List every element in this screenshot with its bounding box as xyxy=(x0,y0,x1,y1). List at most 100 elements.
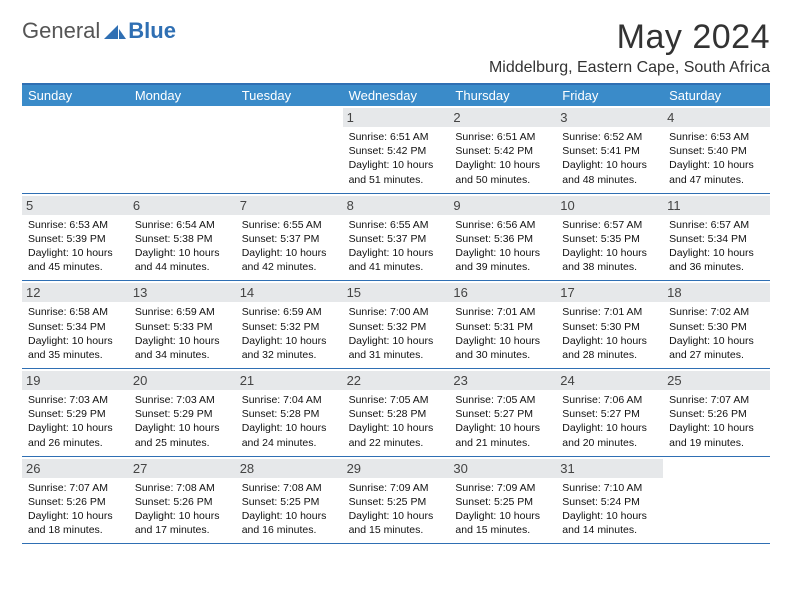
day-number: 28 xyxy=(236,459,343,478)
weekday-head: Thursday xyxy=(449,85,556,106)
day-info-line: Sunrise: 6:57 AM xyxy=(669,218,764,232)
day-info-line: Sunrise: 7:08 AM xyxy=(242,481,337,495)
day-cell: 16 Sunrise: 7:01 AMSunset: 5:31 PMDayligh… xyxy=(449,281,556,368)
logo: General Blue xyxy=(22,18,176,44)
day-info-line: and 38 minutes. xyxy=(562,260,657,274)
day-info-line: Sunset: 5:25 PM xyxy=(455,495,550,509)
day-cell: 31 Sunrise: 7:10 AMSunset: 5:24 PMDayligh… xyxy=(556,457,663,544)
day-number xyxy=(236,108,343,112)
day-info-line: Sunrise: 7:03 AM xyxy=(28,393,123,407)
day-info: Sunrise: 7:07 AMSunset: 5:26 PMDaylight:… xyxy=(28,481,123,538)
day-info-line: Sunset: 5:25 PM xyxy=(349,495,444,509)
day-info-line: Sunset: 5:31 PM xyxy=(455,320,550,334)
day-info-line: Sunrise: 7:06 AM xyxy=(562,393,657,407)
day-cell: 24Sunrise: 7:06 AMSunset: 5:27 PMDayligh… xyxy=(556,369,663,456)
day-number: 20 xyxy=(129,371,236,390)
day-info-line: Daylight: 10 hours xyxy=(135,334,230,348)
day-cell: 9Sunrise: 6:56 AMSunset: 5:36 PMDaylight… xyxy=(449,194,556,281)
day-info-line: and 26 minutes. xyxy=(28,436,123,450)
day-cell: 5Sunrise: 6:53 AMSunset: 5:39 PMDaylight… xyxy=(22,194,129,281)
week-row: 12 Sunrise: 6:58 AMSunset: 5:34 PM Dayligh… xyxy=(22,281,770,369)
day-number: 16 xyxy=(449,283,556,302)
day-info-line: Sunrise: 7:02 AM xyxy=(669,305,764,319)
day-number: 18 xyxy=(663,283,770,302)
day-info-line: and 30 minutes. xyxy=(455,348,550,362)
day-number: 9 xyxy=(449,196,556,215)
day-info: Sunrise: 7:03 AMSunset: 5:29 PMDaylight:… xyxy=(135,393,230,450)
day-info: Sunrise: 7:05 AMSunset: 5:28 PMDaylight:… xyxy=(349,393,444,450)
day-number: 31 xyxy=(556,459,663,478)
day-cell: 30Sunrise: 7:09 AMSunset: 5:25 PMDayligh… xyxy=(449,457,556,544)
day-info-line: and 17 minutes. xyxy=(135,523,230,537)
day-info-line: Sunset: 5:36 PM xyxy=(455,232,550,246)
day-info-line: Sunset: 5:24 PM xyxy=(562,495,657,509)
day-info-line: Sunrise: 6:56 AM xyxy=(455,218,550,232)
day-cell: 11Sunrise: 6:57 AMSunset: 5:34 PMDayligh… xyxy=(663,194,770,281)
day-info-line: Daylight: 10 hours xyxy=(562,509,657,523)
day-info-line: Sunset: 5:33 PM xyxy=(135,320,230,334)
day-number xyxy=(22,108,129,112)
day-info-line: Sunset: 5:34 PM xyxy=(28,320,123,334)
day-info-line: and 28 minutes. xyxy=(562,348,657,362)
day-info: Sunrise: 6:59 AMSunset: 5:32 PMDaylight:… xyxy=(242,305,337,362)
day-cell: 17Sunrise: 7:01 AMSunset: 5:30 PMDayligh… xyxy=(556,281,663,368)
day-info: Sunrise: 6:51 AMSunset: 5:42 PMDaylight:… xyxy=(349,130,444,187)
day-info-line: Sunrise: 6:58 AM xyxy=(28,305,123,319)
day-info-line: Sunset: 5:26 PM xyxy=(28,495,123,509)
day-info-line: Daylight: 10 hours xyxy=(349,509,444,523)
day-info-line: and 15 minutes. xyxy=(349,523,444,537)
day-number: 7 xyxy=(236,196,343,215)
day-info: Sunrise: 7:04 AMSunset: 5:28 PMDaylight:… xyxy=(242,393,337,450)
day-info-line: Daylight: 10 hours xyxy=(669,334,764,348)
day-info-line: Sunset: 5:35 PM xyxy=(562,232,657,246)
month-title: May 2024 xyxy=(489,18,770,57)
day-info-line: Daylight: 10 hours xyxy=(242,334,337,348)
day-info-line: Sunrise: 7:09 AM xyxy=(455,481,550,495)
page-header: General Blue May 2024 Middelburg, Easter… xyxy=(22,18,770,77)
day-info-line: Daylight: 10 hours xyxy=(242,421,337,435)
weekday-head: Friday xyxy=(556,85,663,106)
day-info: Sunrise: 7:07 AMSunset: 5:26 PMDaylight:… xyxy=(669,393,764,450)
day-info: Sunrise: 7:00 AMSunset: 5:32 PMDaylight:… xyxy=(349,305,444,362)
day-info: Sunrise: 6:53 AMSunset: 5:40 PMDaylight:… xyxy=(669,130,764,187)
day-number: 25 xyxy=(663,371,770,390)
day-cell: 4 Sunrise: 6:53 AMSunset: 5:40 PMDaylight… xyxy=(663,106,770,193)
day-number: 12 xyxy=(22,283,129,302)
day-info-line: Daylight: 10 hours xyxy=(455,509,550,523)
day-info-line: Sunset: 5:37 PM xyxy=(242,232,337,246)
day-info-line: Sunrise: 7:07 AM xyxy=(28,481,123,495)
day-cell: 7Sunrise: 6:55 AMSunset: 5:37 PMDaylight… xyxy=(236,194,343,281)
day-info: Sunrise: 7:01 AMSunset: 5:31 PMDaylight:… xyxy=(455,305,550,362)
weeks-container: 1Sunrise: 6:51 AMSunset: 5:42 PMDaylight… xyxy=(22,106,770,544)
day-cell: 18 Sunrise: 7:02 AMSunset: 5:30 PMDayligh… xyxy=(663,281,770,368)
day-info-line: Daylight: 10 hours xyxy=(349,158,444,172)
day-info-line: Daylight: 10 hours xyxy=(135,509,230,523)
day-info-line: and 48 minutes. xyxy=(562,173,657,187)
day-info-line: Sunset: 5:30 PM xyxy=(669,320,764,334)
day-info-line: Sunrise: 7:00 AM xyxy=(349,305,444,319)
day-number: 24 xyxy=(556,371,663,390)
day-info-line: Sunset: 5:29 PM xyxy=(28,407,123,421)
day-info-line: Daylight: 10 hours xyxy=(28,509,123,523)
day-info-line: and 31 minutes. xyxy=(349,348,444,362)
day-info-line: Sunrise: 7:01 AM xyxy=(562,305,657,319)
day-info-line: Sunset: 5:27 PM xyxy=(455,407,550,421)
day-info-line: Sunset: 5:38 PM xyxy=(135,232,230,246)
day-number: 4 xyxy=(663,108,770,127)
day-info-line: Sunset: 5:34 PM xyxy=(669,232,764,246)
day-info-line: and 18 minutes. xyxy=(28,523,123,537)
day-number: 23 xyxy=(449,371,556,390)
day-info: Sunrise: 7:02 AMSunset: 5:30 PMDaylight:… xyxy=(669,305,764,362)
day-info-line: Daylight: 10 hours xyxy=(455,158,550,172)
day-info-line: Daylight: 10 hours xyxy=(349,246,444,260)
day-info-line: Sunrise: 6:51 AM xyxy=(455,130,550,144)
day-info-line: Sunset: 5:30 PM xyxy=(562,320,657,334)
day-info: Sunrise: 7:03 AMSunset: 5:29 PMDaylight:… xyxy=(28,393,123,450)
day-info: Sunrise: 7:01 AMSunset: 5:30 PMDaylight:… xyxy=(562,305,657,362)
day-info-line: and 36 minutes. xyxy=(669,260,764,274)
day-info-line: Sunrise: 6:59 AM xyxy=(135,305,230,319)
title-block: May 2024 Middelburg, Eastern Cape, South… xyxy=(489,18,770,77)
day-info: Sunrise: 7:10 AMSunset: 5:24 PMDaylight:… xyxy=(562,481,657,538)
day-info-line: Sunset: 5:26 PM xyxy=(135,495,230,509)
day-info-line: Daylight: 10 hours xyxy=(349,334,444,348)
